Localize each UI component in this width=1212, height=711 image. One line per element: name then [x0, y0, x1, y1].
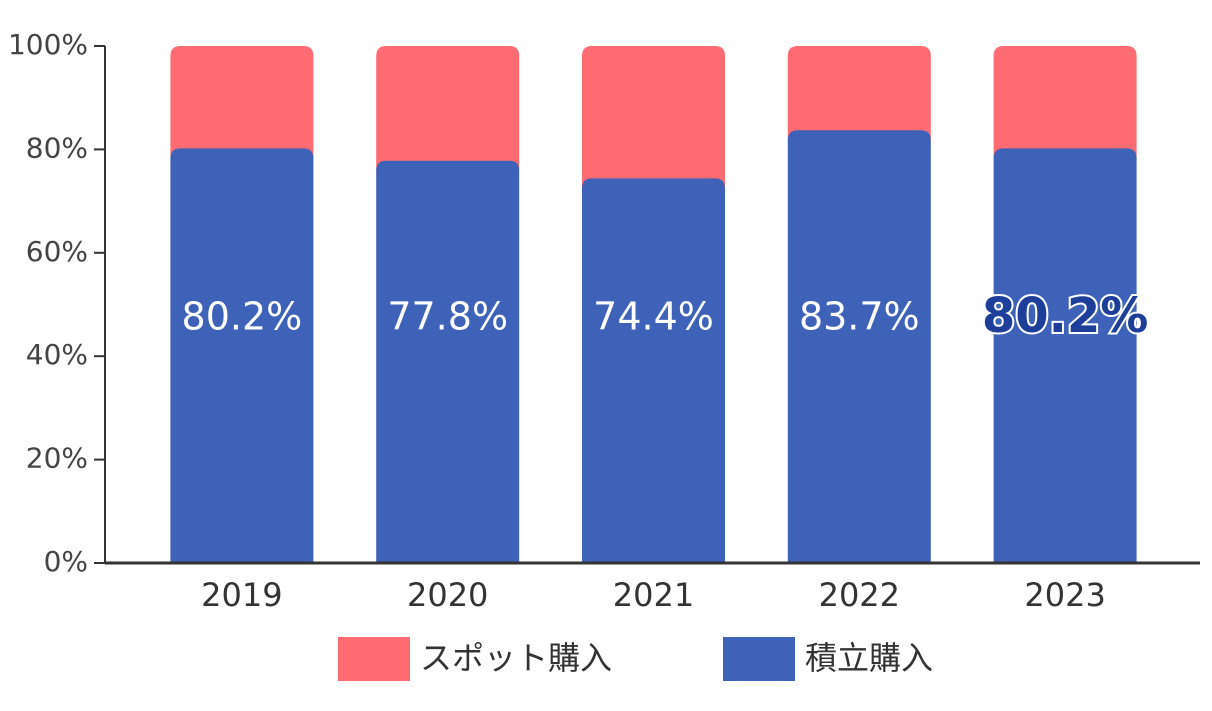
bar-segment [787, 130, 931, 563]
legend-label: 積立購入 [805, 639, 933, 677]
bar-segment [787, 46, 931, 141]
x-tick-label: 2019 [201, 576, 282, 614]
y-tick-label: 80% [26, 131, 88, 164]
bar-segment [993, 46, 1137, 159]
x-tick-label: 2023 [1024, 576, 1105, 614]
bar-segment [993, 148, 1137, 563]
legend-label: スポット購入 [420, 639, 612, 677]
bar-segment [376, 46, 520, 171]
y-tick-label: 20% [26, 442, 88, 475]
y-tick-label: 40% [26, 338, 88, 371]
y-tick-label: 60% [26, 235, 88, 268]
bar-segment [170, 46, 314, 159]
legend-swatch [723, 637, 795, 681]
value-label: 74.4% [593, 295, 714, 339]
bar-segment [582, 46, 725, 189]
bar-segment [376, 160, 520, 564]
bar-segment [582, 178, 725, 564]
x-tick-label: 2022 [819, 576, 900, 614]
x-tick-label: 2021 [613, 576, 694, 614]
value-label: 80.2% [982, 288, 1149, 344]
y-tick-label: 0% [44, 545, 88, 578]
value-label: 83.7% [799, 295, 920, 339]
value-label: 80.2% [182, 295, 303, 339]
bar-segment [170, 148, 314, 563]
y-tick-label: 100% [8, 28, 88, 61]
x-tick-label: 2020 [407, 576, 488, 614]
legend-swatch [338, 637, 410, 681]
value-label: 77.8% [387, 295, 508, 339]
